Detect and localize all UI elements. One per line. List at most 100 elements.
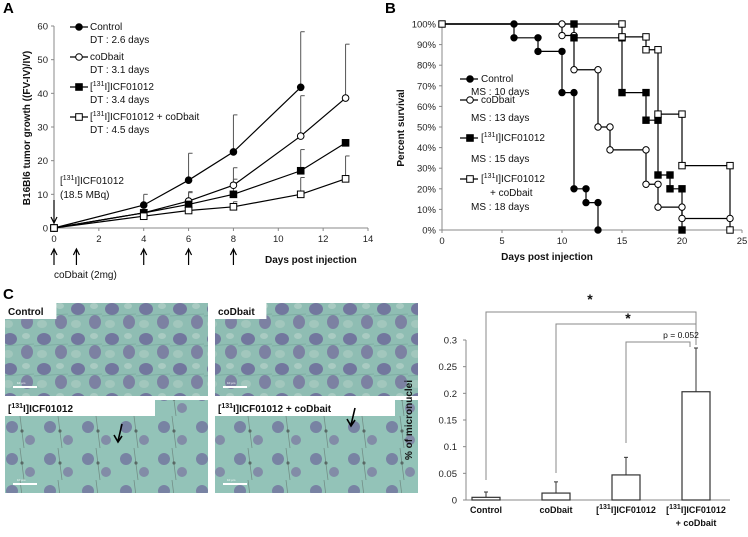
filled-circle-marker: [184, 176, 193, 184]
legend-note: DT : 3.4 days: [90, 95, 149, 106]
filled-circle-marker: [534, 47, 542, 56]
x-tick-label: 25: [737, 236, 748, 247]
survival-chart: Percent survival Days post injection 0% 1…: [396, 20, 747, 264]
y-tick-label: 30: [37, 123, 48, 134]
open-circle-marker: [606, 123, 614, 131]
legend-note: DT : 3.1 days: [90, 65, 149, 76]
significance-bracket: [625, 341, 691, 443]
label-superscript: 131: [484, 173, 496, 180]
open-circle-marker: [726, 214, 734, 223]
label-part: I]ICF01012 + coDbait: [233, 404, 332, 415]
filled-square-marker: [654, 116, 662, 124]
micrograph-label: Control: [8, 307, 44, 318]
x-tick-label: 2: [96, 234, 101, 245]
y-tick-label: 70%: [417, 81, 437, 92]
category-label: coDbait: [539, 505, 572, 515]
open-square-marker: [296, 190, 305, 199]
open-square-marker: [341, 175, 350, 183]
filled-circle-marker: [594, 198, 602, 207]
filled-square-marker: [642, 116, 650, 124]
filled-circle-marker: [570, 88, 578, 97]
scale-bar-label: 10 µm: [17, 478, 26, 482]
filled-circle-marker: [570, 185, 578, 193]
down-arrow-icon: [350, 407, 356, 426]
filled-circle-marker: [139, 201, 148, 209]
open-square-marker: [618, 20, 626, 28]
open-circle-marker: [558, 31, 566, 40]
open-square-marker: [50, 224, 58, 232]
significance-bracket: [555, 323, 697, 473]
legend-note: DT : 2.6 days: [90, 35, 149, 46]
filled-circle-marker: [229, 148, 238, 156]
open-square-marker: [75, 113, 83, 121]
y-axis-title: B16Bl6 tumor growth ((FV-IV)/IV): [22, 51, 33, 205]
y-tick-label: 0.05: [439, 469, 458, 480]
y-tick-label: 0: [43, 224, 48, 235]
y-tick-label: 30%: [417, 164, 437, 175]
label-part: [: [596, 505, 599, 515]
label-part: [: [481, 133, 484, 144]
y-tick-label: 80%: [417, 61, 437, 72]
label-part: I]ICF01012: [495, 174, 545, 185]
label-part: I]ICF01012 + coDbait: [104, 112, 199, 123]
y-tick-label: 40: [37, 89, 48, 100]
y-tick-label: 10%: [417, 205, 437, 216]
y-tick-label: 0%: [422, 226, 436, 237]
open-square-marker: [726, 161, 734, 170]
panel-label-c: C: [3, 286, 14, 303]
label-part: [: [8, 404, 12, 415]
survival-step-line: [442, 23, 730, 220]
label-part: I]ICF01012: [23, 404, 73, 415]
scale-bar-label: 10 µm: [227, 381, 236, 385]
filled-square-marker: [75, 83, 83, 91]
open-circle-marker: [341, 94, 350, 102]
scale-bar: [13, 483, 37, 485]
series-line: [53, 142, 346, 229]
open-circle-marker: [642, 146, 650, 154]
micronuclei-bar-chart: % of micronuclei 0 0.05 0.1 0.15 0.2 0.25 0.3 C…: [404, 291, 730, 528]
up-arrow-icon: [229, 247, 237, 256]
down-arrow-icon: [113, 434, 123, 444]
significance-star: *: [587, 291, 593, 307]
filled-square-marker: [570, 34, 578, 42]
legend-note: MS : 15 days: [471, 154, 529, 165]
filled-circle-marker: [594, 226, 602, 234]
open-circle-marker: [75, 53, 83, 61]
legend-label: [131I]ICF01012 + coDbait: [90, 111, 199, 123]
down-arrow-icon: [346, 418, 356, 428]
label-superscript: 131: [599, 504, 611, 511]
micrograph-image: [131I]ICF01012 10 µm: [5, 400, 208, 493]
open-square-marker: [229, 202, 238, 211]
x-axis-title: Days post injection: [265, 255, 357, 266]
tumor-growth-chart: B16Bl6 tumor growth ((FV-IV)/IV) Days po…: [22, 22, 373, 282]
open-circle-marker: [678, 203, 686, 211]
filled-square-marker: [570, 20, 578, 28]
legend-label: coDbait: [90, 52, 124, 63]
open-square-marker: [466, 175, 474, 183]
label-superscript: 131: [221, 403, 233, 410]
open-square-marker: [618, 33, 626, 41]
y-tick-label: 0.2: [444, 389, 457, 400]
label-part: [: [90, 112, 93, 123]
open-circle-marker: [466, 96, 474, 104]
legend-note: MS : 18 days: [471, 202, 529, 213]
y-tick-label: 0.15: [439, 416, 458, 427]
filled-circle-marker: [510, 20, 518, 28]
label-part: I]ICF01012: [681, 505, 726, 515]
label-part: I]ICF01012: [611, 505, 656, 515]
filled-circle-marker: [75, 23, 83, 31]
filled-square-marker: [341, 139, 350, 147]
scale-bar: [223, 386, 247, 388]
category-label: [131I]ICF01012: [596, 504, 656, 515]
open-circle-marker: [558, 20, 566, 28]
filled-square-marker: [296, 166, 305, 175]
legend-note: MS : 10 days: [471, 87, 529, 98]
y-tick-label: 0.1: [444, 442, 457, 453]
open-square-marker: [642, 33, 650, 41]
filled-circle-marker: [466, 75, 474, 83]
filled-circle-marker: [558, 88, 566, 97]
up-arrow-icon: [185, 247, 193, 256]
y-tick-label: 20: [37, 156, 48, 167]
label-superscript: 131: [484, 132, 496, 139]
open-circle-marker: [570, 66, 578, 74]
